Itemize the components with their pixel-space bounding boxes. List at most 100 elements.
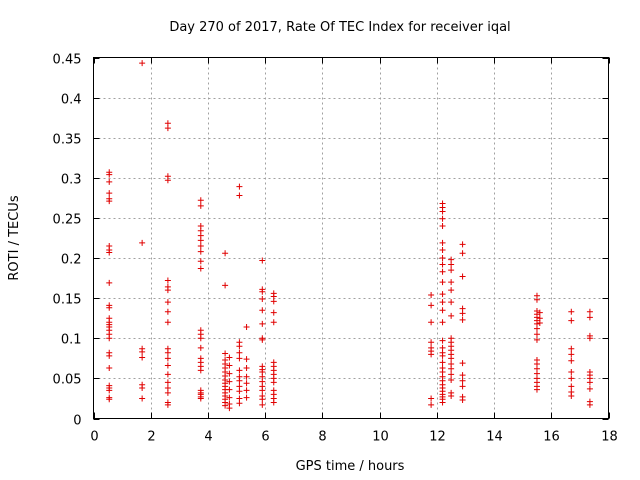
data-point (259, 387, 266, 394)
data-point (222, 250, 229, 257)
data-point (568, 393, 575, 400)
data-point (270, 319, 277, 326)
data-point (164, 355, 171, 362)
data-point (259, 307, 266, 314)
data-point (222, 402, 229, 409)
data-point (139, 385, 146, 392)
data-point (197, 243, 204, 250)
x-tick-label: 10 (372, 430, 389, 445)
data-point (459, 273, 466, 280)
data-point (164, 308, 171, 315)
data-point (106, 190, 113, 197)
data-point (197, 395, 204, 402)
data-point (448, 299, 455, 306)
data-point (164, 371, 171, 378)
data-point (568, 375, 575, 382)
data-point (236, 377, 243, 384)
data-point (428, 351, 435, 358)
data-point (139, 239, 146, 246)
data-point (270, 399, 277, 406)
data-point (197, 202, 204, 209)
data-point (439, 208, 446, 215)
data-point (197, 197, 204, 204)
data-point (459, 241, 466, 248)
data-point (428, 339, 435, 346)
y-tick-label: 0.25 (53, 213, 82, 228)
data-point (439, 352, 446, 359)
data-point (236, 343, 243, 350)
data-point (439, 247, 446, 254)
data-point (439, 307, 446, 314)
data-point (586, 335, 593, 342)
x-tick-label: 4 (204, 430, 212, 445)
data-point (139, 60, 146, 67)
data-point (164, 277, 171, 284)
data-point (568, 368, 575, 375)
data-point (448, 312, 455, 319)
y-tick-label: 0 (73, 414, 81, 429)
data-point (197, 258, 204, 265)
data-point (533, 386, 540, 393)
data-point (226, 405, 233, 412)
data-point (197, 248, 204, 255)
data-point (439, 319, 446, 326)
data-point (586, 385, 593, 392)
axis-ticks (93, 57, 610, 420)
data-point (222, 350, 229, 357)
data-point (197, 265, 204, 272)
data-point (164, 401, 171, 408)
y-tick-label: 0.3 (61, 173, 82, 188)
x-tick-label: 14 (486, 430, 503, 445)
data-point (439, 291, 446, 298)
data-point (259, 320, 266, 327)
data-point (259, 336, 266, 343)
y-tick-label: 0.05 (53, 373, 82, 388)
data-point (428, 291, 435, 298)
data-point (439, 261, 446, 268)
data-point (586, 314, 593, 321)
x-tick-label: 16 (543, 430, 560, 445)
x-axis-label: GPS time / hours (296, 459, 405, 474)
data-points (106, 60, 593, 412)
data-point (243, 373, 250, 380)
data-point (533, 336, 540, 343)
data-point (106, 198, 113, 205)
data-point (448, 287, 455, 294)
data-point (459, 310, 466, 317)
data-point (243, 380, 250, 387)
data-point (164, 125, 171, 132)
data-point (139, 354, 146, 361)
data-point (197, 344, 204, 351)
y-tick-label: 0.4 (61, 93, 82, 108)
x-tick-label: 12 (429, 430, 446, 445)
data-point (236, 388, 243, 395)
data-point (259, 401, 266, 408)
data-point (106, 396, 113, 403)
data-point (106, 249, 113, 256)
data-point (568, 383, 575, 390)
data-point (226, 394, 233, 401)
y-tick-labels: 0 0.05 0.1 0.15 0.2 0.25 0.3 0.35 0.4 0.45 (53, 53, 82, 429)
data-point (568, 345, 575, 352)
data-point (226, 362, 233, 369)
y-tick-label: 0.35 (53, 133, 82, 148)
data-point (439, 399, 446, 406)
data-point (259, 396, 266, 403)
x-tick-labels: 0 2 4 6 8 10 12 14 16 18 (90, 430, 617, 445)
data-point (439, 299, 446, 306)
data-point (164, 319, 171, 326)
data-point (459, 316, 466, 323)
data-point (106, 304, 113, 311)
data-point (197, 335, 204, 342)
data-point (448, 376, 455, 383)
y-tick-label: 0.15 (53, 293, 82, 308)
data-point (164, 177, 171, 184)
data-point (448, 279, 455, 286)
data-point (439, 337, 446, 344)
data-point (139, 395, 146, 402)
data-point (439, 239, 446, 246)
data-point (106, 364, 113, 371)
data-point (448, 393, 455, 400)
data-point (197, 237, 204, 244)
